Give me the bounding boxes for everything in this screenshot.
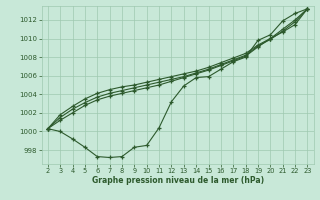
- X-axis label: Graphe pression niveau de la mer (hPa): Graphe pression niveau de la mer (hPa): [92, 176, 264, 185]
